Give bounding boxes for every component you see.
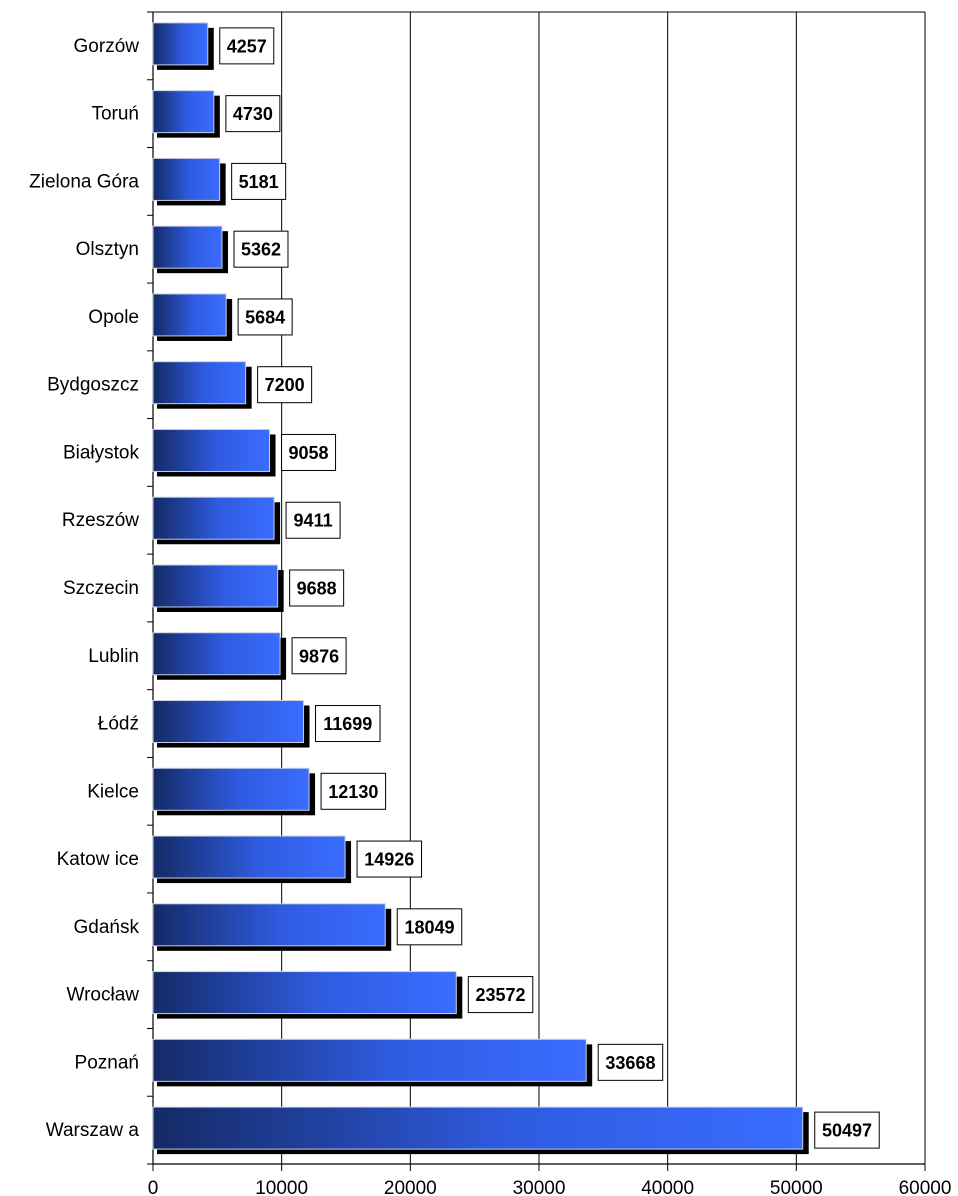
data-label-box xyxy=(231,162,287,200)
category-label: Białystok xyxy=(63,442,140,463)
bar xyxy=(152,700,305,744)
data-label-box xyxy=(219,27,275,65)
data-label: 23572 xyxy=(476,985,526,1005)
data-label: 11699 xyxy=(323,714,372,734)
bar xyxy=(152,428,271,472)
data-label-box xyxy=(257,366,313,404)
category-label: Szczecin xyxy=(63,578,139,599)
bar xyxy=(152,767,310,811)
data-label: 50497 xyxy=(822,1121,872,1141)
bar xyxy=(152,564,279,608)
data-label: 9876 xyxy=(299,646,339,666)
data-label-box xyxy=(291,637,347,675)
data-label-box xyxy=(285,501,341,539)
category-label: Olsztyn xyxy=(76,239,139,260)
data-label-box xyxy=(467,976,534,1014)
bar xyxy=(152,361,247,405)
data-label-box xyxy=(320,772,387,810)
data-label: 5684 xyxy=(245,307,285,327)
category-label: Lublin xyxy=(88,646,139,667)
category-label: Zielona Góra xyxy=(29,171,139,192)
data-label: 14926 xyxy=(364,850,414,870)
data-label-box xyxy=(233,230,289,268)
category-label: Poznań xyxy=(75,1052,139,1073)
category-label: Kielce xyxy=(87,781,139,802)
data-label-box xyxy=(597,1043,664,1081)
data-label: 33668 xyxy=(605,1053,655,1073)
data-label-box xyxy=(237,298,293,336)
grid-lines xyxy=(153,11,926,1164)
data-label: 12130 xyxy=(328,782,378,802)
data-label: 4730 xyxy=(233,104,273,124)
data-label: 4257 xyxy=(227,36,267,56)
bar xyxy=(152,225,223,269)
data-label-box xyxy=(289,569,345,607)
data-label: 9411 xyxy=(294,511,333,531)
category-label: Gorzów xyxy=(74,36,140,57)
bar xyxy=(152,835,346,879)
bar xyxy=(152,632,281,676)
x-tick-label: 50000 xyxy=(770,1178,823,1196)
category-label: Bydgoszcz xyxy=(47,375,139,396)
bar xyxy=(152,22,209,66)
bar xyxy=(152,903,386,947)
data-label: 18049 xyxy=(404,917,454,937)
bar xyxy=(152,971,457,1015)
x-tick-label: 20000 xyxy=(384,1178,437,1196)
category-label: Rzeszów xyxy=(62,510,139,531)
category-label: Łódź xyxy=(98,714,139,735)
bar xyxy=(152,157,221,201)
data-label-box xyxy=(225,95,281,133)
data-label-box xyxy=(814,1111,880,1149)
data-label-box xyxy=(315,705,381,743)
category-label: Katow ice xyxy=(57,849,139,870)
labels: 4257 Gorzów 4730 Toruń 5181 Zielona Góra 5362 O… xyxy=(29,27,880,1149)
category-label: Warszaw a xyxy=(46,1120,140,1141)
category-label: Toruń xyxy=(91,104,139,125)
bars xyxy=(152,22,809,1155)
data-label: 9058 xyxy=(289,443,329,463)
data-label-box xyxy=(356,840,423,878)
data-label-box xyxy=(281,433,337,471)
bar xyxy=(152,1106,804,1150)
bar xyxy=(152,293,227,337)
bar xyxy=(152,496,275,540)
x-tick-label: 60000 xyxy=(899,1178,952,1196)
category-label: Gdańsk xyxy=(74,917,140,938)
data-label: 5181 xyxy=(239,172,279,192)
x-tick-label: 40000 xyxy=(641,1178,694,1196)
category-label: Wrocław xyxy=(67,985,140,1006)
category-label: Opole xyxy=(88,307,139,328)
data-label: 5362 xyxy=(241,240,281,260)
x-tick-label: 30000 xyxy=(513,1178,566,1196)
x-tick-label: 0 xyxy=(148,1178,159,1196)
bar xyxy=(152,90,215,134)
data-label: 7200 xyxy=(265,375,305,395)
bar xyxy=(152,1038,587,1082)
data-label-box xyxy=(396,908,463,946)
x-tick-label: 10000 xyxy=(255,1178,308,1196)
data-label: 9688 xyxy=(297,579,337,599)
